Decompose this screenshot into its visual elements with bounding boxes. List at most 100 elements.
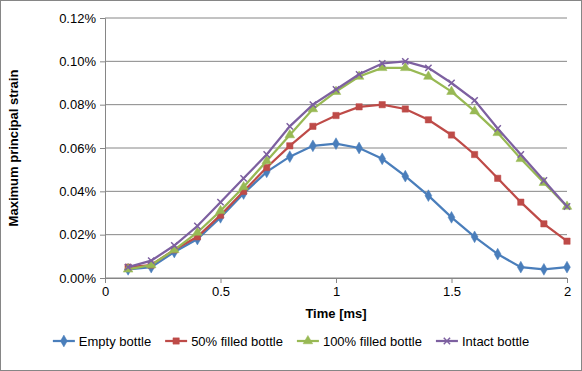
y-tick-mark [100, 61, 105, 62]
series-marker [425, 190, 432, 202]
y-tick: 0.08% [59, 97, 105, 112]
legend-label: Empty bottle [79, 334, 151, 349]
series-marker [518, 199, 524, 205]
series-marker [541, 177, 547, 183]
x-tick-mark [452, 278, 453, 283]
series-marker [402, 170, 409, 182]
series-marker [356, 104, 362, 110]
x-tick-label: 1 [333, 284, 340, 299]
y-axis: 0.00% 0.02% 0.04% 0.06% 0.08% 0.10% 0.12% [59, 11, 105, 286]
series-marker [333, 138, 340, 150]
grid-line [105, 234, 567, 235]
series-marker [495, 125, 501, 131]
y-tick: 0.06% [59, 141, 105, 156]
legend-item: 50% filled bottle [165, 334, 283, 349]
x-tick: 2 [564, 278, 571, 299]
x-tick-label: 2 [564, 284, 571, 299]
chart: 0.00% 0.02% 0.04% 0.06% 0.08% 0.10% 0.12% 0 0.5 1… [0, 0, 582, 371]
y-axis-line [100, 19, 106, 279]
series-marker [564, 203, 570, 209]
series-marker [425, 65, 431, 71]
legend-item: Intact bottle [436, 334, 529, 349]
y-tick-mark [100, 105, 105, 106]
legend-item: 100% filled bottle [297, 334, 422, 349]
legend-marker [173, 338, 179, 344]
y-tick-mark [100, 191, 105, 192]
series [123, 62, 572, 272]
y-tick-label: 0.08% [59, 97, 96, 112]
series-marker [518, 151, 524, 157]
x-tick-mark [221, 278, 222, 283]
series-marker [494, 248, 501, 260]
series-marker [287, 123, 293, 129]
series-marker [425, 117, 431, 123]
y-tick: 0.12% [59, 11, 105, 26]
x-tick-mark [336, 278, 337, 283]
series-marker [217, 199, 223, 205]
legend-label: 50% filled bottle [191, 334, 283, 349]
legend-item: Empty bottle [53, 334, 151, 349]
y-tick-mark [100, 18, 105, 19]
series-marker [470, 106, 480, 114]
legend-label: Intact bottle [462, 334, 529, 349]
x-tick-mark [105, 278, 106, 283]
series-marker [448, 80, 454, 86]
series-line [128, 61, 567, 267]
series-marker [379, 153, 386, 165]
series-marker [541, 221, 547, 227]
series-marker [286, 151, 293, 163]
legend-marker [60, 335, 67, 347]
y-tick-label: 0.02% [59, 227, 96, 242]
series-marker [471, 97, 477, 103]
series-marker [148, 258, 154, 264]
x-tick: 0 [102, 278, 109, 299]
series-marker [471, 231, 478, 243]
y-tick-label: 0.06% [59, 141, 96, 156]
y-tick-mark [100, 235, 105, 236]
y-axis-title: Maximum principal strain [6, 70, 21, 227]
y-tick: 0.10% [59, 54, 105, 69]
grid-line [105, 191, 567, 192]
series-marker [240, 175, 246, 181]
series-marker [125, 264, 131, 270]
grid-line [105, 61, 567, 62]
series-marker [171, 242, 177, 248]
series-marker [424, 71, 434, 79]
series-marker [517, 261, 524, 273]
y-tick-label: 0.04% [59, 184, 96, 199]
series-marker [356, 71, 362, 77]
x-tick-label: 0.5 [212, 284, 230, 299]
x-axis-title: Time [ms] [305, 306, 366, 321]
series-marker [402, 58, 408, 64]
series-marker [564, 261, 571, 273]
series-marker [194, 223, 200, 229]
series-line [128, 144, 567, 270]
y-tick-mark [100, 148, 105, 149]
series-marker [379, 60, 385, 66]
x-axis: 0 0.5 1 1.5 2 [102, 278, 571, 299]
y-tick: 0.04% [59, 184, 105, 199]
series-marker [495, 175, 501, 181]
x-tick-mark [567, 278, 568, 283]
series-marker [264, 151, 270, 157]
legend-label: 100% filled bottle [323, 334, 422, 349]
grid-line [105, 18, 567, 19]
x-axis-line [106, 279, 568, 284]
series-marker [471, 151, 477, 157]
y-tick-label: 0.10% [59, 54, 96, 69]
series-marker [541, 263, 548, 275]
grid [105, 18, 567, 278]
series-marker [333, 112, 339, 118]
x-tick: 1 [333, 278, 340, 299]
series [125, 102, 570, 271]
series-marker [402, 106, 408, 112]
plot: 0.00% 0.02% 0.04% 0.06% 0.08% 0.10% 0.12% 0 0.5 1… [59, 11, 572, 300]
series-marker [310, 140, 317, 152]
x-tick: 0.5 [212, 278, 230, 299]
x-tick-label: 1.5 [443, 284, 461, 299]
series-marker [564, 238, 570, 244]
y-tick: 0.00% [59, 271, 105, 286]
series-marker [379, 102, 385, 108]
series-marker [448, 211, 455, 223]
legend-marker [303, 335, 313, 343]
